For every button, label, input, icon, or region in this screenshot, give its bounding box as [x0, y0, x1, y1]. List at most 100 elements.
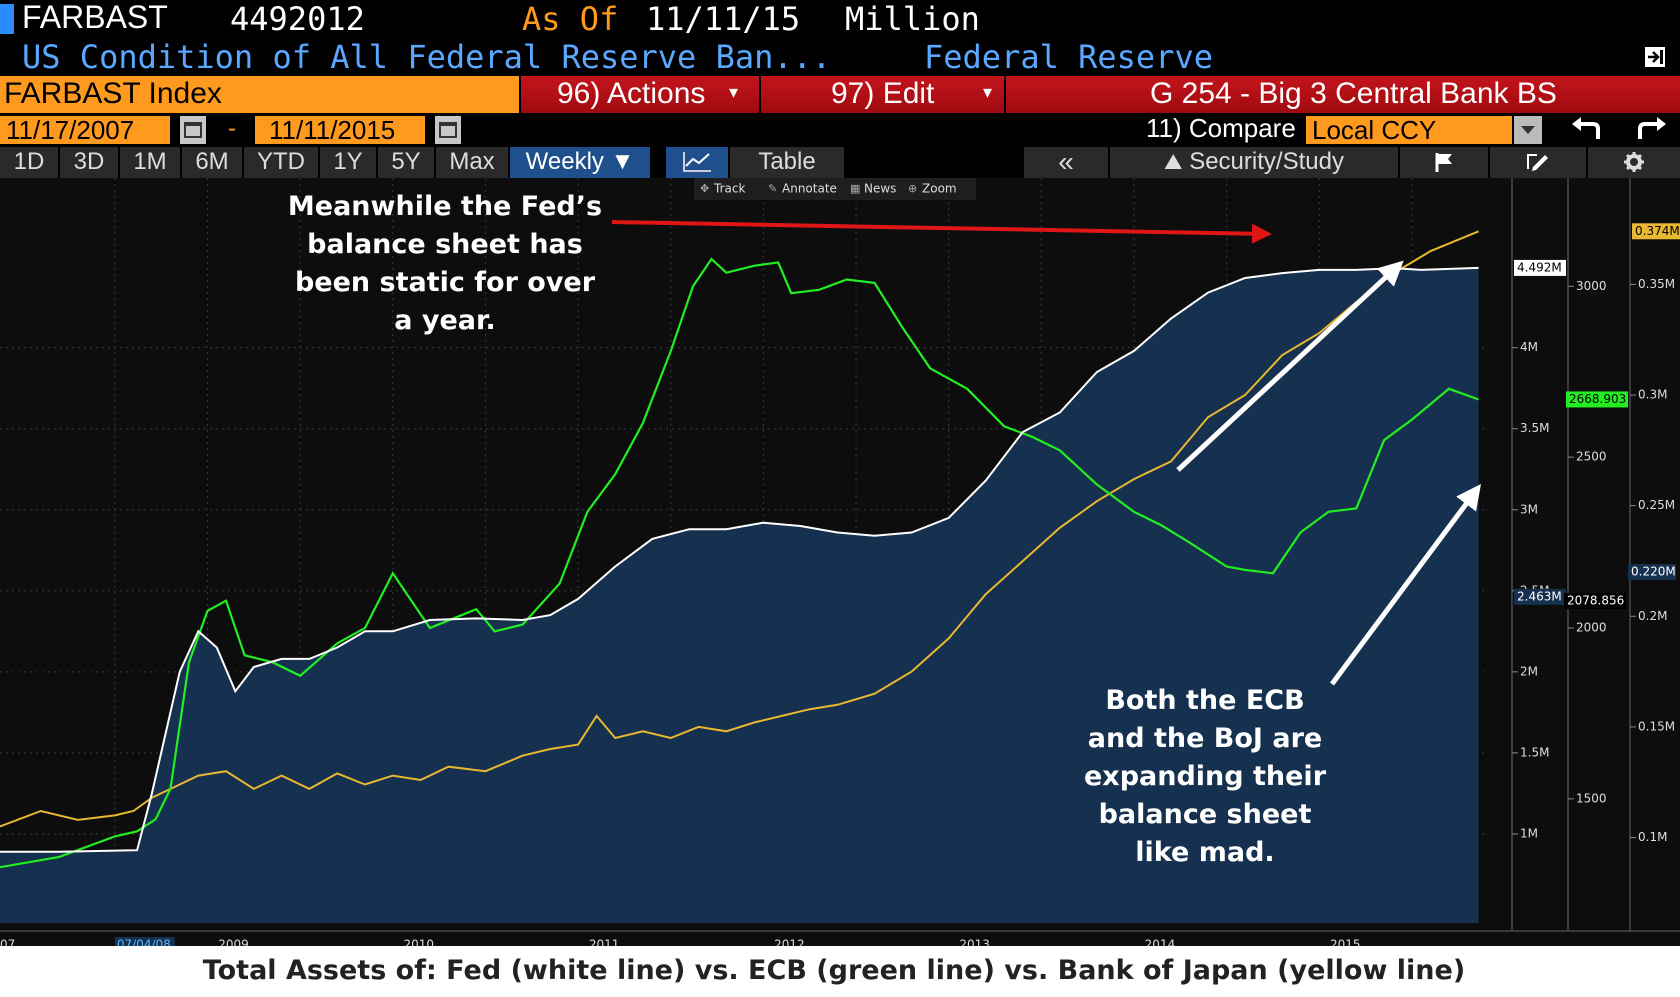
boj-marker-value-bg — [1628, 564, 1676, 581]
boj-tick-label: 0.1M — [1638, 830, 1667, 844]
export-icon[interactable] — [1642, 44, 1668, 70]
index-name-box[interactable]: FARBAST Index — [0, 76, 519, 113]
toolbar-spacer — [846, 147, 1024, 178]
ecb-tick-label: 2000 — [1576, 621, 1607, 635]
annotation-line: Meanwhile the Fed’s — [287, 191, 603, 222]
table-button[interactable]: Table — [730, 147, 846, 178]
boj-last-value-bg — [1632, 223, 1680, 240]
line-chart-icon[interactable] — [666, 147, 730, 178]
redo-icon[interactable] — [1630, 117, 1670, 143]
period-3d[interactable]: 3D — [60, 147, 120, 178]
boj-last-value: 0.374M — [1635, 224, 1680, 238]
annotation-line: like mad. — [1135, 837, 1275, 868]
fed-static-annotation: Meanwhile the Fed’s balance sheet has been… — [245, 188, 645, 340]
start-date-field[interactable]: 11/17/2007 — [0, 115, 170, 145]
unit-label: Million — [845, 0, 980, 38]
annotation-line: Both the ECB — [1105, 685, 1305, 716]
security-marker — [0, 4, 14, 34]
caption-text: Total Assets of: Fed (white line) vs. EC… — [202, 955, 1466, 986]
ecb-last-value-bg — [1566, 391, 1628, 408]
annotation-line: a year. — [394, 305, 496, 336]
x-axis-label: 2012 — [774, 938, 805, 947]
ecb-tick-label: 2500 — [1576, 450, 1607, 464]
news-tool[interactable]: News — [864, 182, 896, 196]
x-axis-date-marker: 07/04/08 — [117, 938, 171, 947]
series-lines — [0, 230, 1479, 869]
chart-study-icon: ⛰ — [1164, 149, 1183, 174]
index-name: FARBAST Index — [4, 77, 222, 110]
x-axis-label: 2011 — [589, 938, 620, 947]
ecb-last-value: 2668.903 — [1569, 392, 1626, 406]
fed-marker-value: 2.463M — [1517, 589, 1562, 603]
period-ytd[interactable]: YTD — [244, 147, 320, 178]
expanding-annotation: Both the ECB and the BoJ are expanding the… — [1040, 682, 1370, 872]
security-description: US Condition of All Federal Reserve Ban.… — [22, 38, 832, 76]
boj-series-line — [0, 230, 1479, 828]
flag-icon[interactable] — [1400, 147, 1490, 178]
fed-series-line — [0, 266, 1479, 853]
annotation-line: been static for over — [294, 267, 596, 298]
frequency-dropdown[interactable]: Weekly ▼ — [510, 147, 652, 178]
ecb-marker-value-bg — [1564, 593, 1626, 610]
undo-icon[interactable] — [1568, 117, 1608, 143]
track-tool[interactable]: Track — [713, 182, 745, 196]
chart-title: G 254 - Big 3 Central Bank BS — [1150, 77, 1557, 110]
period-max[interactable]: Max — [436, 147, 510, 178]
period-1y[interactable]: 1Y — [320, 147, 378, 178]
ecb-tick-label: 3000 — [1576, 279, 1607, 293]
period-1m[interactable]: 1M — [120, 147, 182, 178]
chart-tools: ✥ Track ✎ Annotate ▦ News ⊕ Zoom — [694, 178, 976, 200]
security-study-button[interactable]: ⛰ Security/Study — [1110, 147, 1400, 178]
compare-button[interactable]: 11) Compare — [1146, 113, 1296, 143]
fed-last-value-bg — [1514, 259, 1566, 276]
annotation-line: balance sheet has — [307, 229, 583, 260]
x-axis-label: 2015 — [1330, 938, 1361, 947]
chart-caption: Total Assets of: Fed (white line) vs. EC… — [0, 946, 1680, 997]
x-axis-label: 2010 — [404, 938, 435, 947]
x-axis-date-marker-bg — [114, 937, 175, 946]
annotate-tool[interactable]: Annotate — [782, 182, 837, 196]
calendar-icon[interactable] — [180, 116, 206, 144]
fed-tick-label: 4M — [1520, 340, 1538, 354]
security-study-label: Security/Study — [1189, 148, 1344, 175]
actions-button[interactable]: 96) Actions ▾ — [521, 76, 759, 113]
currency-dropdown[interactable] — [1514, 116, 1542, 144]
axes: 1M1.5M2M2.5M3M3.5M4M15002000250030000.1M… — [0, 178, 1680, 946]
calendar-icon[interactable] — [435, 116, 461, 144]
actions-label: 96) Actions — [557, 77, 706, 110]
chevron-down-icon: ▾ — [983, 82, 993, 102]
chart-title-box[interactable]: G 254 - Big 3 Central Bank BS — [1006, 76, 1680, 113]
asof-date: 11/11/15 — [646, 0, 801, 38]
chart-tools-bg — [694, 178, 976, 200]
security-header: FARBAST 4492012 As Of 11/11/15 Million — [0, 0, 1680, 38]
edit-chart-icon[interactable] — [1490, 147, 1588, 178]
period-6m[interactable]: 6M — [182, 147, 244, 178]
security-code: 4492012 — [230, 0, 365, 38]
currency-field[interactable]: Local CCY — [1306, 115, 1512, 145]
x-axis-label: 07 — [0, 938, 15, 947]
ecb-series-line — [0, 257, 1479, 869]
date-range-row: 11/17/2007 - 11/11/2015 11) Compare Loca… — [0, 113, 1680, 147]
chevron-down-icon: ▾ — [729, 82, 739, 102]
annotation-line: expanding their — [1083, 761, 1327, 792]
fed-tick-label: 2M — [1520, 664, 1538, 678]
boj-tick-label: 0.25M — [1638, 498, 1675, 512]
x-axis-label: 2014 — [1145, 938, 1176, 947]
news-icon: ▦ — [850, 182, 860, 195]
boj-tick-label: 0.35M — [1638, 277, 1675, 291]
fed-area-fill — [0, 267, 1479, 923]
settings-gear-icon[interactable] — [1588, 147, 1680, 178]
zoom-tool[interactable]: Zoom — [922, 182, 957, 196]
annotation-line: and the BoJ are — [1087, 723, 1323, 754]
balance-sheet-chart: 1M1.5M2M2.5M3M3.5M4M15002000250030000.1M… — [0, 178, 1680, 946]
end-date-field[interactable]: 11/11/2015 — [255, 115, 425, 145]
x-axis-label: 2013 — [959, 938, 990, 947]
period-5y[interactable]: 5Y — [378, 147, 436, 178]
back-button[interactable]: « — [1024, 147, 1110, 178]
edit-button[interactable]: 97) Edit ▾ — [761, 76, 1004, 113]
annotation-line: balance sheet — [1098, 799, 1312, 830]
boj-marker-value: 0.220M — [1631, 565, 1676, 579]
toolbar-gap — [652, 147, 666, 178]
period-1d[interactable]: 1D — [0, 147, 60, 178]
data-source: Federal Reserve — [924, 38, 1213, 76]
